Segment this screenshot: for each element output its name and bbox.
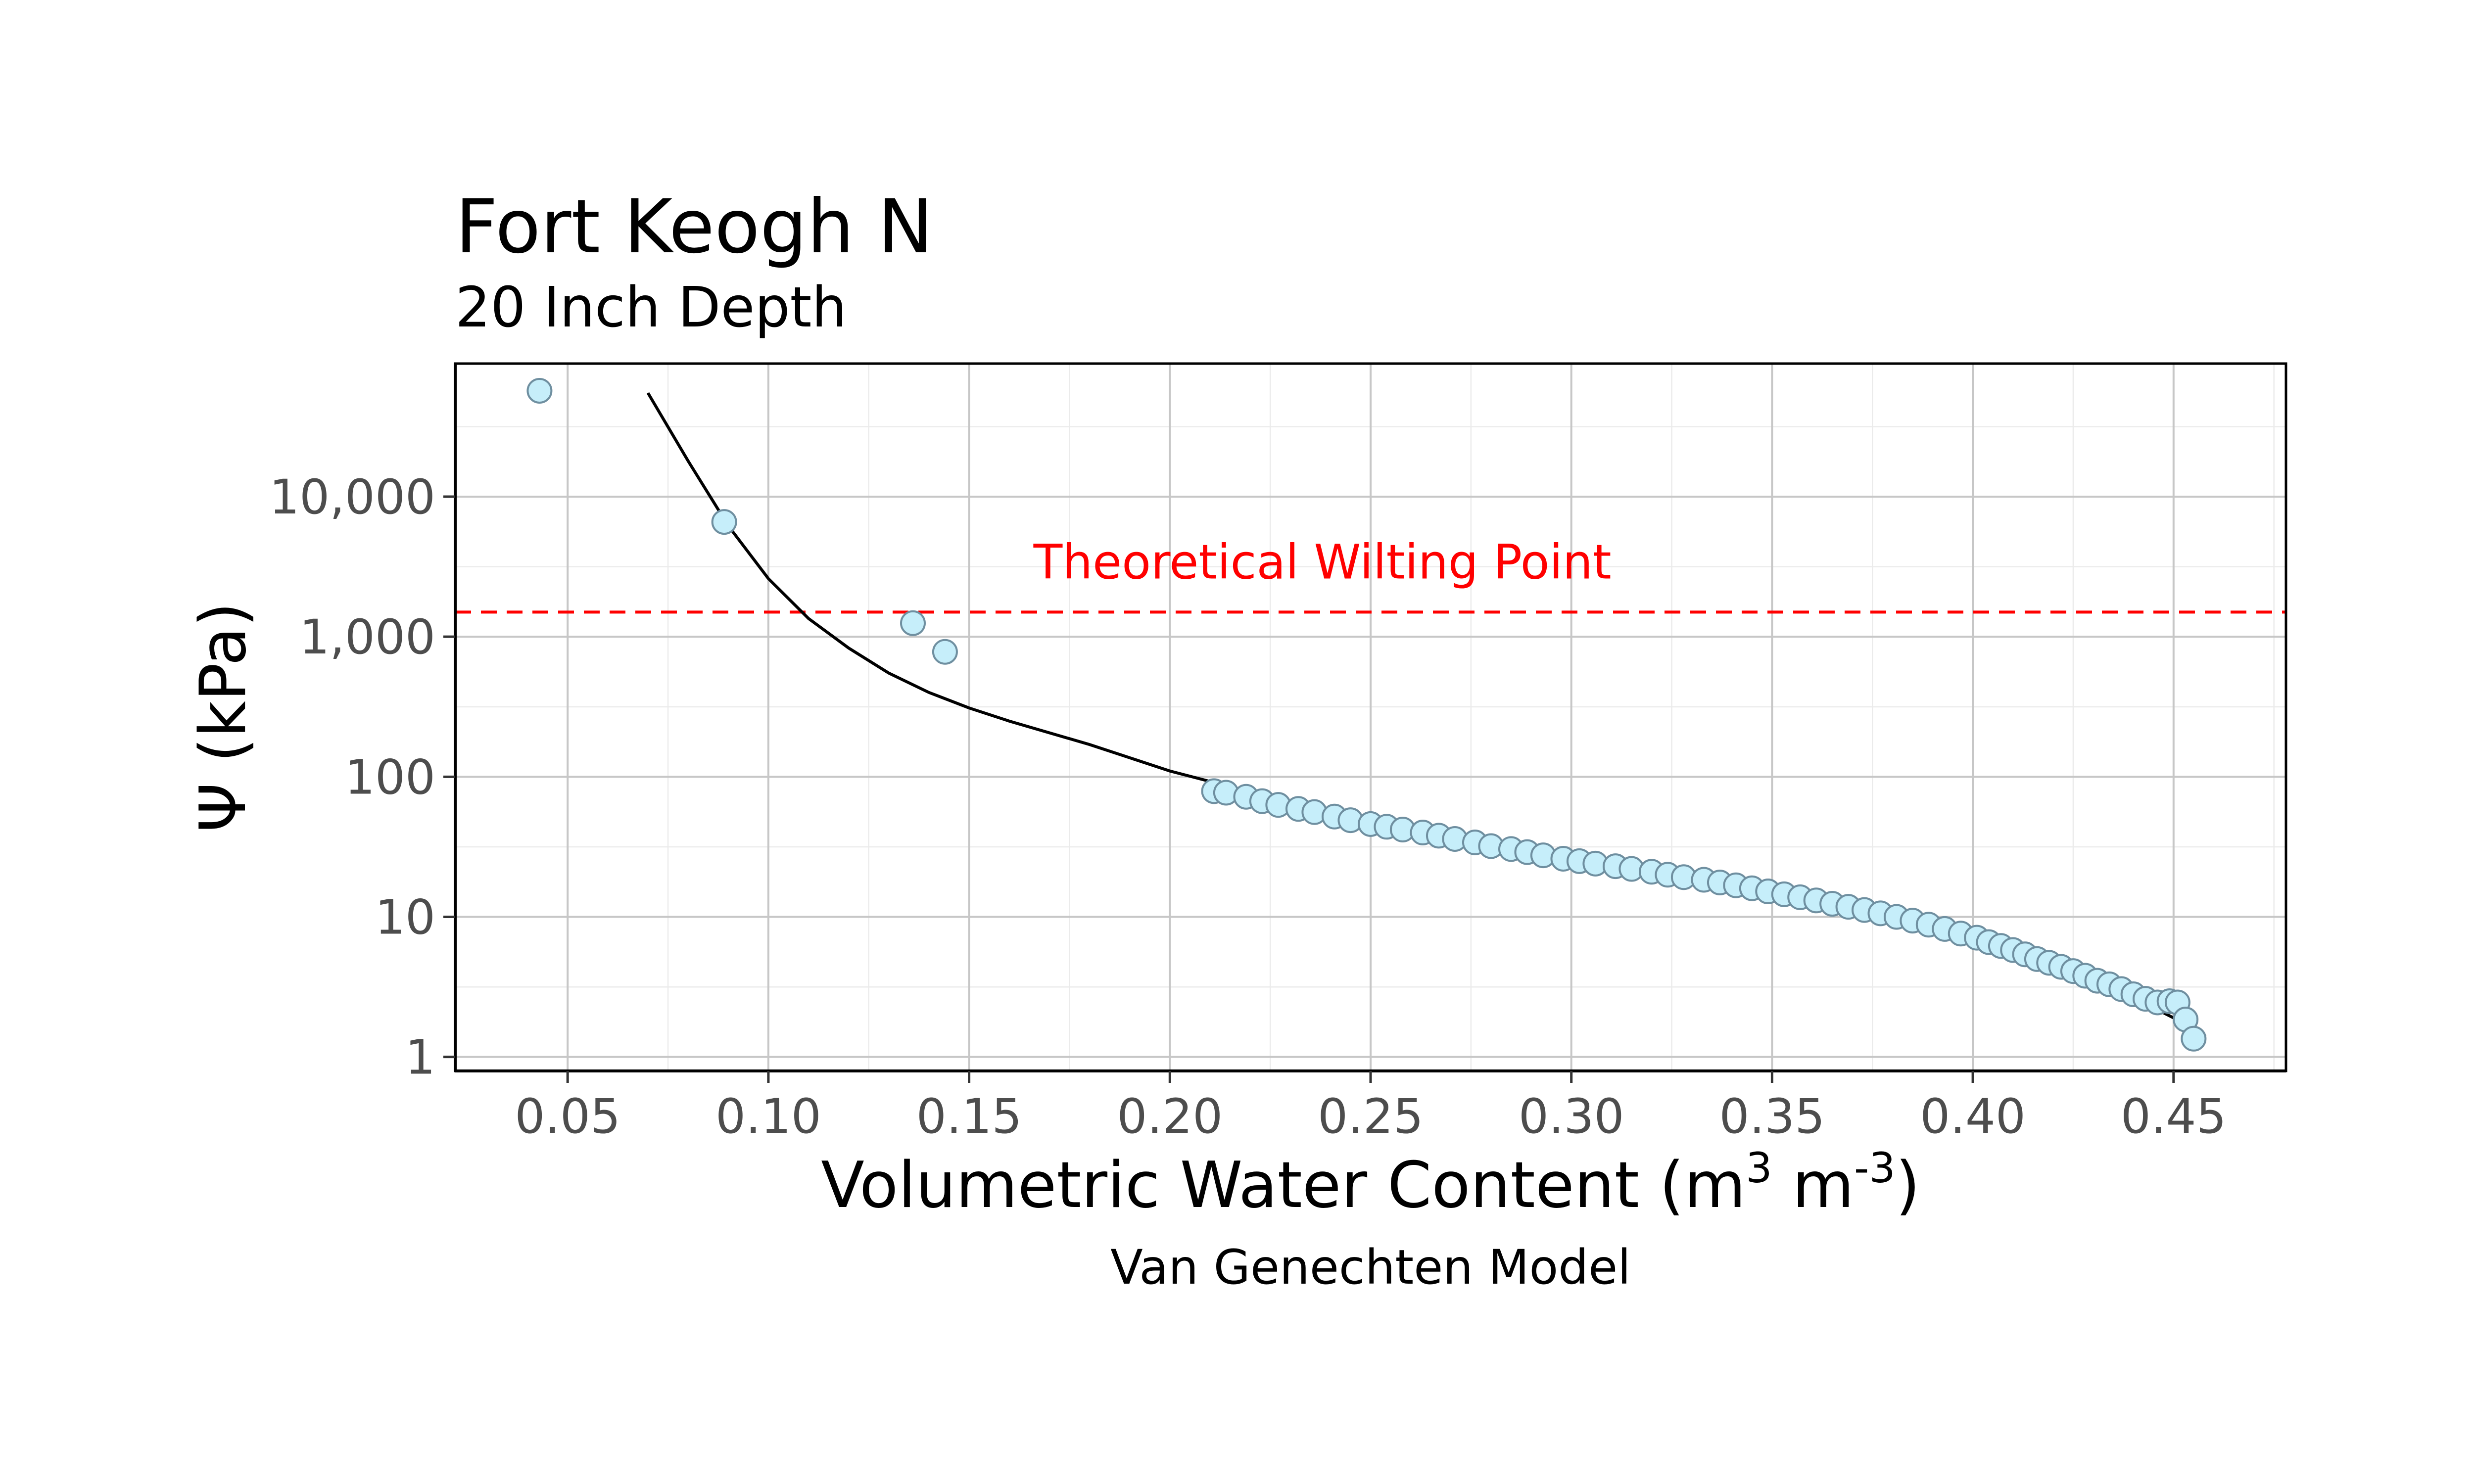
chart-title: Fort Keogh N — [455, 184, 933, 270]
x-tick-label: 0.30 — [1519, 1089, 1624, 1144]
data-point — [900, 610, 926, 636]
y-axis-ticks: 1 10 100 1,000 10,000 — [269, 469, 455, 1085]
grid — [455, 364, 2286, 1071]
chart-subtitle: 20 Inch Depth — [455, 276, 847, 340]
data-point — [711, 509, 737, 535]
data-point — [2181, 1025, 2207, 1052]
data-point — [526, 377, 553, 404]
y-axis-title: Ψ (kPa) — [187, 602, 260, 832]
x-tick-label: 0.15 — [916, 1089, 1022, 1144]
wilting-point-label: Theoretical Wilting Point — [1033, 535, 1612, 590]
x-axis-title: Volumetric Water Content (m3 m-3) — [821, 1144, 1920, 1222]
wilting-point-reference: Theoretical Wilting Point — [455, 535, 2286, 614]
y-tick-label: 100 — [345, 749, 435, 805]
x-tick-label: 0.25 — [1318, 1089, 1424, 1144]
x-tick-label: 0.35 — [1719, 1089, 1825, 1144]
y-tick-label: 1 — [405, 1030, 435, 1085]
data-point — [932, 639, 958, 665]
x-tick-label: 0.20 — [1117, 1089, 1223, 1144]
y-tick-label: 1,000 — [299, 609, 435, 665]
x-tick-label: 0.10 — [715, 1089, 821, 1144]
x-axis-ticks: 0.05 0.10 0.15 0.20 0.25 0.30 0.35 0.40 0.45 — [515, 1071, 2227, 1144]
x-tick-label: 0.05 — [515, 1089, 620, 1144]
x-tick-label: 0.45 — [2121, 1089, 2227, 1144]
data-points — [526, 377, 2207, 1052]
x-tick-label: 0.40 — [1920, 1089, 2026, 1144]
y-tick-label: 10,000 — [269, 469, 435, 525]
y-tick-label: 10 — [375, 890, 435, 945]
model-caption: Van Genechten Model — [1110, 1240, 1631, 1295]
